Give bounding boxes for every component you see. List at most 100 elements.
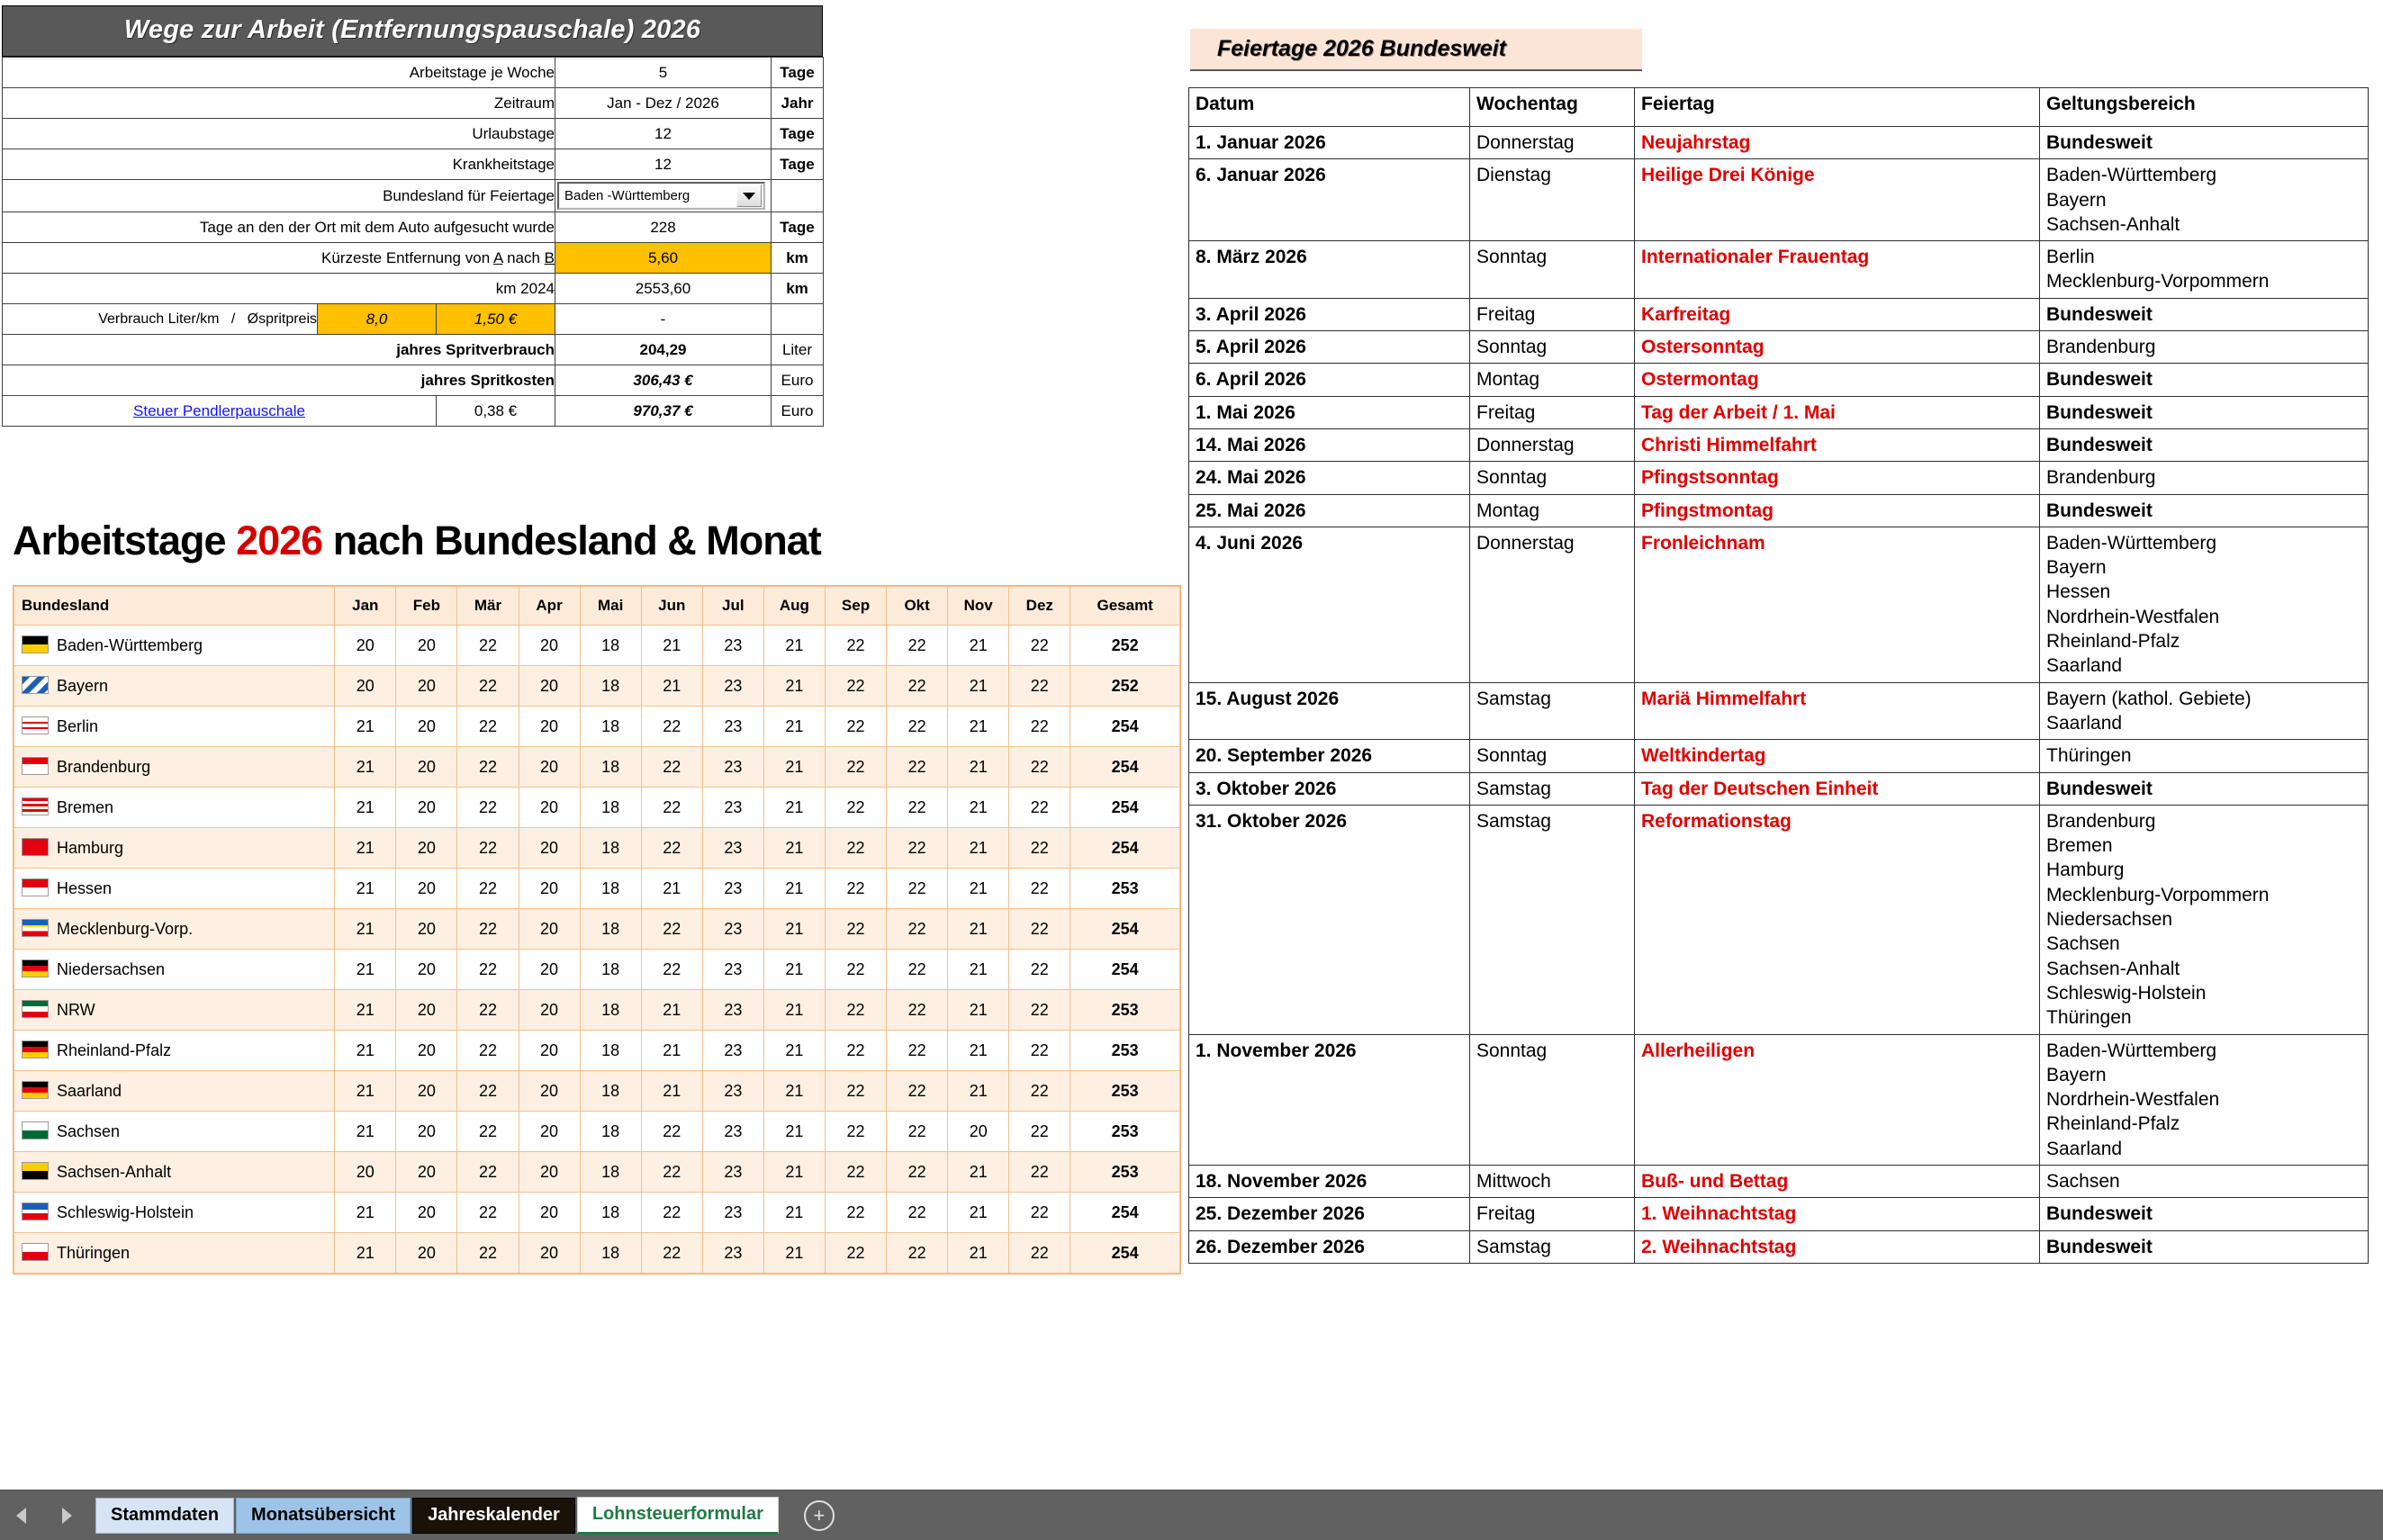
row-unit: Euro xyxy=(771,365,824,396)
arbeitstage-cell-jan: 20 xyxy=(334,1151,397,1193)
row-value[interactable]: 12 xyxy=(555,149,772,180)
feiertag-geltungsbereich: Baden-Württemberg Bayern Hessen Nordrhein-W… xyxy=(2039,526,2369,683)
arbeitstage-cell-jun: 21 xyxy=(640,665,703,707)
chevron-down-icon[interactable] xyxy=(736,185,762,207)
feiertag-name: Pfingstmontag xyxy=(1634,493,2040,527)
arbeitstage-cell-jul: 23 xyxy=(701,949,764,990)
feiertag-name: Buß- und Bettag xyxy=(1634,1164,2040,1199)
bundesland-selected-value: Baden -Württemberg xyxy=(564,188,691,203)
arbeitstage-cell-gesamt: 253 xyxy=(1070,868,1180,909)
bundesland-select[interactable]: Baden -Württemberg xyxy=(557,182,765,210)
geltungsbereich-entry: Rheinland-Pfalz xyxy=(2046,631,2180,653)
row-value[interactable]: 228 xyxy=(555,212,772,243)
arbeitstage-cell-aug: 21 xyxy=(763,1111,826,1152)
arbeitstage-cell-mär: 22 xyxy=(456,665,519,707)
bundesland-cell: Hessen xyxy=(13,868,336,909)
arbeitstage-cell-jun: 21 xyxy=(640,989,703,1031)
arbeitstage-cell-apr: 20 xyxy=(518,1070,581,1112)
feiertag-datum: 24. Mai 2026 xyxy=(1188,461,1470,495)
arbeitstage-cell-nov: 21 xyxy=(947,868,1010,909)
arbeitstage-cell-jun: 21 xyxy=(640,868,703,909)
arbeitstage-cell-apr: 20 xyxy=(518,908,581,950)
sheet-nav-arrows xyxy=(0,1507,95,1524)
verbrauch-liter-input[interactable]: 8,0 xyxy=(317,303,437,335)
bundesland-label: Berlin xyxy=(57,717,99,735)
sheet-tab-stammdaten[interactable]: Stammdaten xyxy=(95,1497,235,1534)
feiertag-datum: 1. Mai 2026 xyxy=(1188,395,1470,429)
arbeitstage-cell-gesamt: 254 xyxy=(1070,746,1180,788)
feiertag-geltungsbereich: Bundesweit xyxy=(2039,395,2369,429)
row-value[interactable]: Jan - Dez / 2026 xyxy=(555,87,772,119)
arbeitstage-cell-feb: 20 xyxy=(395,625,458,666)
arbeitstage-cell-jun: 22 xyxy=(640,1111,703,1152)
arbeitstage-cell-jul: 23 xyxy=(701,706,764,747)
arbeitstage-cell-gesamt: 254 xyxy=(1070,706,1180,747)
arbeitstage-cell-aug: 21 xyxy=(763,746,826,788)
table-row: Niedersachsen 21 20 22 20 18 22 23 21 22 22 21 22 254 xyxy=(13,949,1180,990)
feiertag-geltungsbereich: Bayern (kathol. Gebiete) Saarland xyxy=(2039,681,2369,741)
arbeitstage-cell-feb: 20 xyxy=(395,706,458,747)
geltungsbereich-entry: Mecklenburg-Vorpommern xyxy=(2046,271,2270,293)
bundesland-label: Baden-Württemberg xyxy=(57,636,203,654)
arbeitstage-cell-okt: 22 xyxy=(886,827,949,869)
arbeitstage-cell-jun: 22 xyxy=(640,706,703,747)
arrow-right-icon[interactable] xyxy=(62,1507,72,1524)
arbeitstage-cell-jan: 20 xyxy=(334,665,397,707)
spritkosten-label: jahres Spritkosten xyxy=(2,365,555,396)
geltungsbereich-entry: Bayern xyxy=(2046,1064,2107,1085)
flag-schleswig-holstein-icon xyxy=(22,1202,49,1220)
feiertag-datum: 3. April 2026 xyxy=(1188,297,1470,332)
sheet-tab-bar: Stammdaten Monatsübersicht Jahreskalende… xyxy=(0,1490,2383,1540)
table-row: 25. Dezember 2026 Freitag 1. Weihnachtstag… xyxy=(1188,1197,2369,1231)
row-unit: Jahr xyxy=(771,87,824,119)
arbeitstage-cell-mär: 22 xyxy=(456,868,519,909)
feiertag-datum: 25. Dezember 2026 xyxy=(1188,1197,1470,1231)
arbeitstage-cell-apr: 20 xyxy=(518,1232,581,1274)
row-value[interactable]: 12 xyxy=(555,118,772,149)
arbeitstage-cell-feb: 20 xyxy=(395,868,458,909)
bundesland-label: NRW xyxy=(57,1001,95,1019)
feiertag-wochentag: Samstag xyxy=(1469,681,1635,741)
table-row-bundesland: Bundesland für Feiertage Baden -Württemb… xyxy=(2,179,824,212)
sheet-tab-jahreskalender[interactable]: Jahreskalender xyxy=(412,1497,575,1534)
feiertag-datum: 6. April 2026 xyxy=(1188,363,1470,397)
bundesland-cell: Niedersachsen xyxy=(13,949,336,990)
feiertag-datum: 20. September 2026 xyxy=(1188,739,1470,773)
arrow-left-icon[interactable] xyxy=(16,1507,26,1524)
feiertag-name: Reformationstag xyxy=(1634,804,2040,1035)
sheet-tab-monatsuebersicht[interactable]: Monatsübersicht xyxy=(236,1497,411,1534)
spritverbrauch-label: jahres Spritverbrauch xyxy=(2,334,555,365)
spritpreis-input[interactable]: 1,50 € xyxy=(436,303,555,335)
feiertag-geltungsbereich: Berlin Mecklenburg-Vorpommern xyxy=(2039,240,2369,299)
table-row: Tage an den der Ort mit dem Auto aufgesu… xyxy=(2,212,824,243)
arbeitstage-cell-feb: 20 xyxy=(395,1030,458,1071)
feiertag-name: Allerheiligen xyxy=(1634,1033,2040,1166)
arbeitstage-cell-dez: 22 xyxy=(1008,1111,1071,1152)
steuer-pendlerpauschale-link[interactable]: Steuer Pendlerpauschale xyxy=(2,395,437,427)
geltungsbereich-entry: Bundesweit xyxy=(2046,303,2153,325)
arbeitstage-cell-okt: 22 xyxy=(886,625,949,666)
arbeitstage-cell-mai: 18 xyxy=(579,949,642,990)
row-value[interactable]: 5 xyxy=(555,57,772,88)
add-sheet-icon[interactable]: + xyxy=(803,1499,835,1531)
arbeitstage-cell-sep: 22 xyxy=(824,1192,888,1233)
table-row-spritkosten: jahres Spritkosten 306,43 € Euro xyxy=(2,365,824,396)
bundesland-cell: Rheinland-Pfalz xyxy=(13,1030,336,1071)
heading-year: 2026 xyxy=(236,518,323,563)
table-row: Rheinland-Pfalz 21 20 22 20 18 21 23 21 22 22 21 22 2… xyxy=(13,1030,1180,1071)
table-row: Brandenburg 21 20 22 20 18 22 23 21 22 22 21 22 254 xyxy=(13,746,1180,788)
entfernung-input[interactable]: 5,60 xyxy=(555,242,772,274)
table-row: Baden-Württemberg 20 20 22 20 18 21 23 21 22 22 21 2… xyxy=(13,625,1180,666)
arbeitstage-cell-feb: 20 xyxy=(395,746,458,788)
sheet-tab-lohnsteuerformular[interactable]: Lohnsteuerformular xyxy=(576,1496,779,1535)
feiertag-geltungsbereich: Thüringen xyxy=(2039,739,2369,773)
arbeitstage-cell-feb: 20 xyxy=(395,1070,458,1112)
feiertag-geltungsbereich: Sachsen xyxy=(2039,1164,2369,1199)
arbeitstage-cell-jan: 21 xyxy=(334,1111,397,1152)
column-header-okt: Okt xyxy=(886,586,949,626)
table-row: Thüringen 21 20 22 20 18 22 23 21 22 22 21 22 254 xyxy=(13,1232,1180,1274)
arbeitstage-cell-sep: 22 xyxy=(824,787,888,828)
flag-mecklenburg-vorpommern-icon xyxy=(22,919,49,937)
bundesland-label: Bremen xyxy=(57,798,114,816)
arbeitstage-cell-mai: 18 xyxy=(579,787,642,828)
